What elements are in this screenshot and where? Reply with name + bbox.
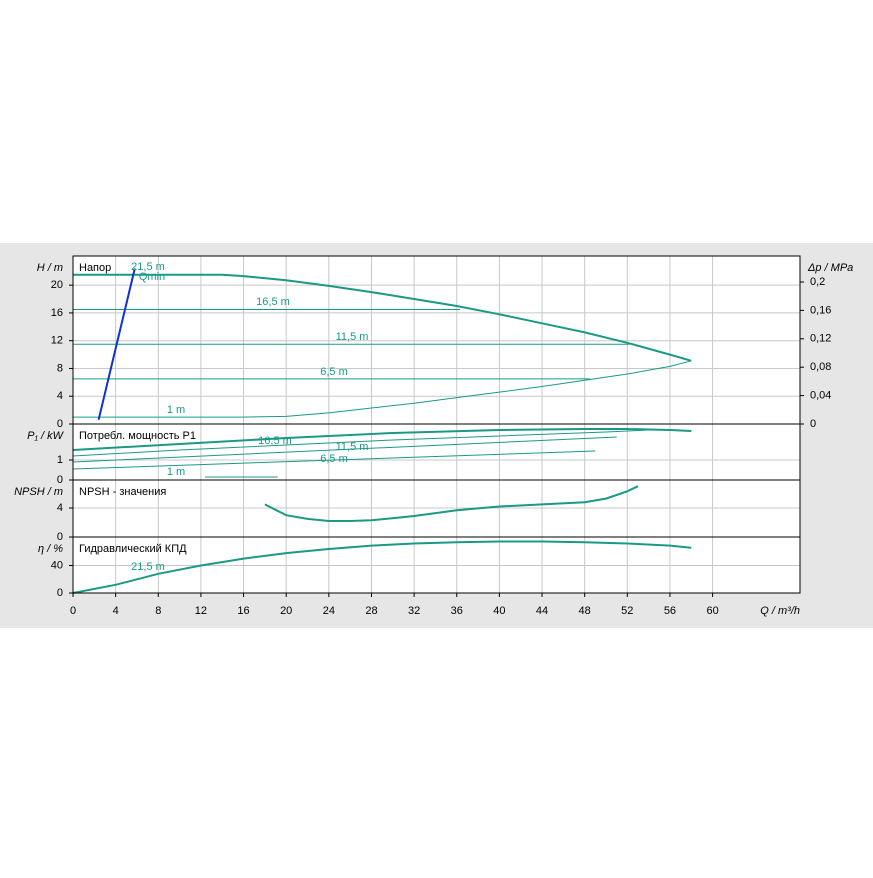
panel-frame — [72, 536, 801, 594]
curve-label: 21,5 m — [131, 261, 165, 273]
y2-tick-label: 0 — [810, 418, 816, 430]
y-tick-label: 1 — [57, 454, 63, 466]
y2-tick-label: 0,16 — [810, 304, 831, 316]
y-tick-label: 16 — [51, 307, 63, 319]
x-tick-label: 40 — [493, 605, 505, 617]
panel-title: NPSH - значения — [79, 486, 166, 498]
curve — [73, 360, 692, 418]
y-tick-label: 4 — [57, 390, 63, 402]
y-axis-label: P₁ / kW — [27, 430, 64, 442]
y-tick-label: 0 — [57, 418, 63, 430]
y2-axis-label: Δp / MPa — [807, 262, 853, 274]
curve-label: 16,5 m — [258, 435, 292, 447]
x-tick-label: 24 — [323, 605, 335, 617]
y-tick-label: 20 — [51, 279, 63, 291]
curve-label: 11,5 m — [336, 441, 369, 453]
y-tick-label: 0 — [57, 587, 63, 599]
x-tick-label: 16 — [237, 605, 249, 617]
x-tick-label: 12 — [195, 605, 207, 617]
x-tick-label: 48 — [579, 605, 591, 617]
y-tick-label: 0 — [57, 531, 63, 543]
y2-tick-label: 0,12 — [810, 333, 831, 345]
y-tick-label: 12 — [51, 335, 63, 347]
curve — [72, 428, 692, 451]
curve — [72, 450, 596, 470]
y-tick-label: 4 — [57, 502, 63, 514]
curve-label: 16,5 m — [256, 296, 290, 308]
x-tick-label: 56 — [664, 605, 676, 617]
y-tick-label: 40 — [51, 559, 63, 571]
y2-tick-label: 0,08 — [810, 361, 831, 373]
x-tick-label: 0 — [70, 605, 76, 617]
curve-label: 1 m — [167, 404, 185, 416]
curve-label: Qmin — [139, 271, 165, 283]
x-tick-label: 36 — [451, 605, 463, 617]
x-tick-label: 28 — [365, 605, 377, 617]
y-axis-label: H / m — [37, 262, 63, 274]
x-tick-label: 8 — [155, 605, 161, 617]
curve — [97, 268, 136, 421]
x-tick-label: 4 — [113, 605, 119, 617]
y-tick-label: 0 — [57, 474, 63, 486]
x-tick-label: 20 — [280, 605, 292, 617]
curve-label: 6,5 m — [320, 453, 348, 465]
curve — [72, 540, 692, 594]
series-layer — [72, 268, 692, 594]
x-tick-label: 44 — [536, 605, 548, 617]
curve-label: 1 m — [167, 466, 185, 478]
curve-label: 6,5 m — [320, 366, 348, 378]
x-axis-label: Q / m³/h — [760, 605, 800, 617]
x-tick-label: 32 — [408, 605, 420, 617]
curve — [73, 273, 692, 362]
curve — [72, 436, 617, 463]
y-axis-label: η / % — [38, 543, 63, 555]
y-axis-label: NPSH / m — [14, 486, 63, 498]
panel-title: Напор — [79, 262, 111, 274]
curve — [72, 429, 649, 457]
x-tick-label: 60 — [706, 605, 718, 617]
y2-tick-label: 0,04 — [810, 390, 831, 402]
panel-title: Гидравлический КПД — [79, 543, 187, 555]
x-tick-label: 52 — [621, 605, 633, 617]
curve — [264, 485, 639, 522]
curve-label: 21,5 m — [131, 561, 165, 573]
panel-title: Потребл. мощность P1 — [79, 430, 196, 442]
y-tick-label: 8 — [57, 362, 63, 374]
y2-tick-label: 0,2 — [810, 276, 825, 288]
curve-label: 11,5 m — [336, 331, 369, 343]
